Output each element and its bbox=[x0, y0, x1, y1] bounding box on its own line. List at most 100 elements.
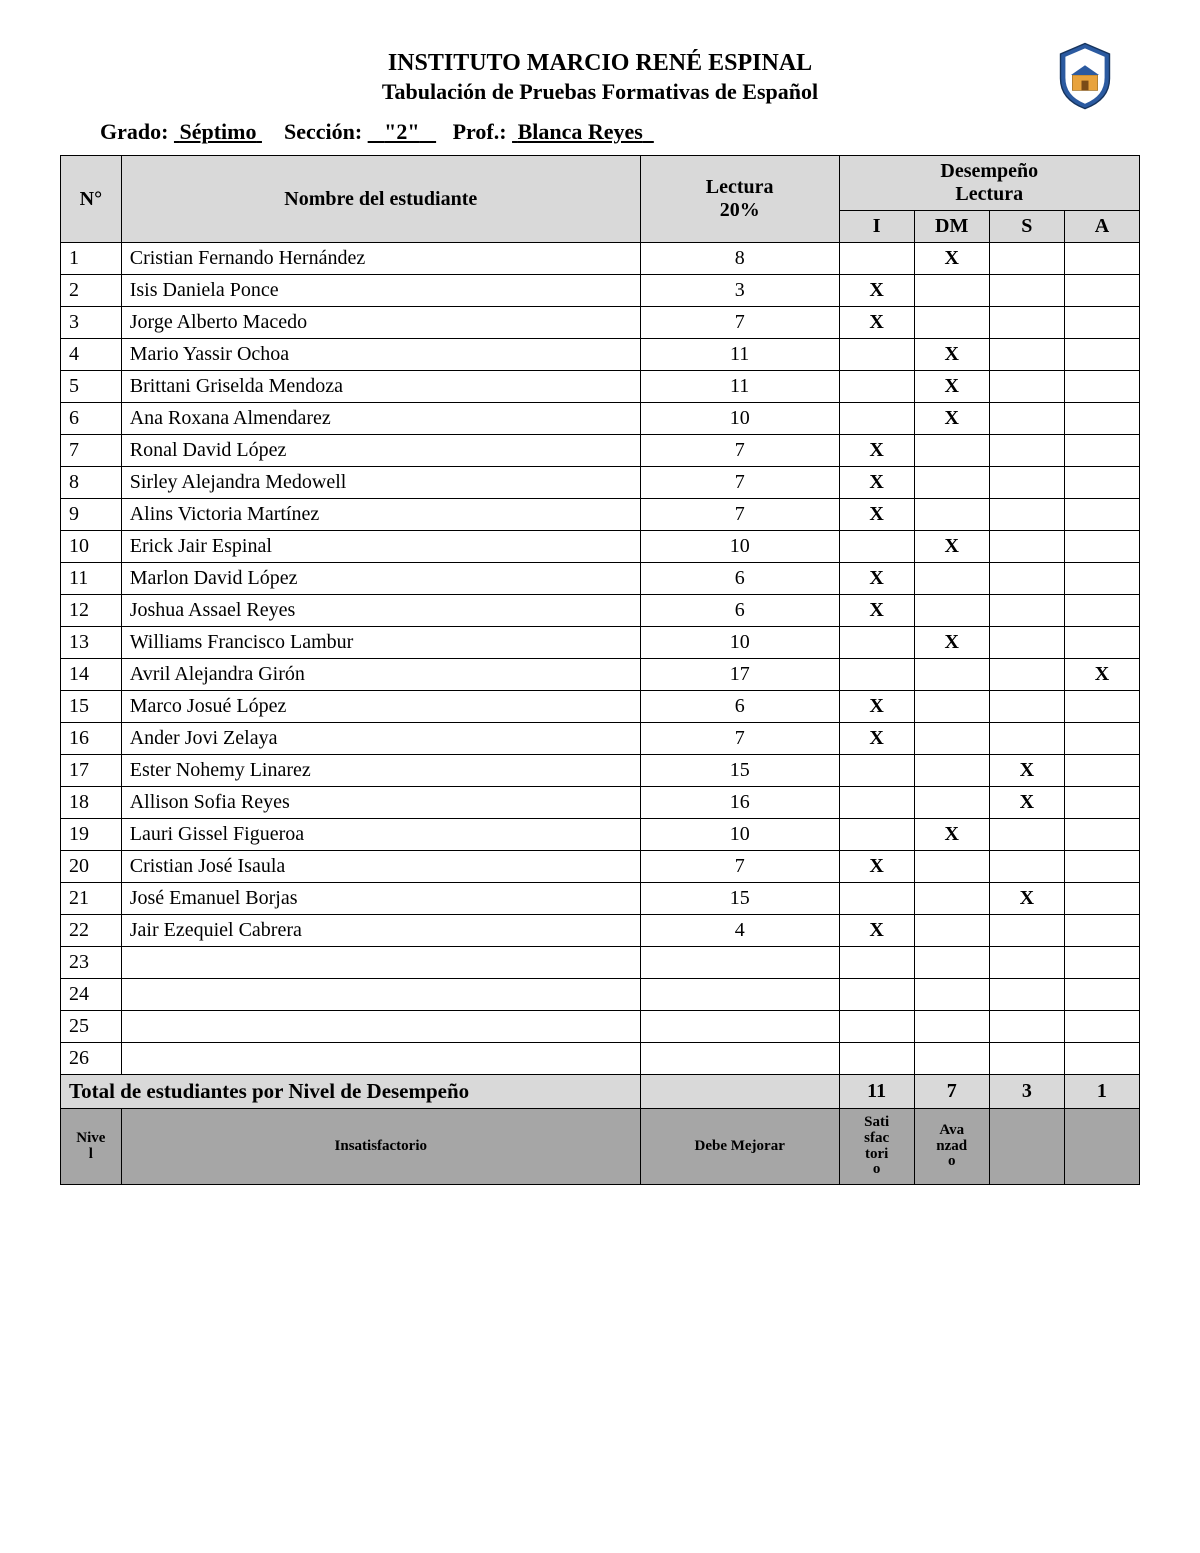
cell-s bbox=[989, 723, 1064, 755]
table-row: 20Cristian José Isaula7X bbox=[61, 851, 1140, 883]
cell-n: 22 bbox=[61, 915, 122, 947]
cell-a bbox=[1064, 307, 1139, 339]
cell-a bbox=[1064, 883, 1139, 915]
cell-lec: 10 bbox=[640, 531, 839, 563]
table-row: 17Ester Nohemy Linarez15X bbox=[61, 755, 1140, 787]
table-row: 26 bbox=[61, 1043, 1140, 1075]
cell-n: 26 bbox=[61, 1043, 122, 1075]
cell-name: Jair Ezequiel Cabrera bbox=[121, 915, 640, 947]
cell-n: 15 bbox=[61, 691, 122, 723]
grade-value: Séptimo bbox=[179, 119, 256, 144]
cell-s bbox=[989, 307, 1064, 339]
table-row: 21José Emanuel Borjas15X bbox=[61, 883, 1140, 915]
cell-i bbox=[839, 947, 914, 979]
cell-a bbox=[1064, 531, 1139, 563]
legend-blank-2 bbox=[1064, 1109, 1139, 1185]
legend-satisfactorio: Satisfactorio bbox=[839, 1109, 914, 1185]
col-header-dm: DM bbox=[914, 211, 989, 243]
cell-name: Sirley Alejandra Medowell bbox=[121, 467, 640, 499]
document-header: INSTITUTO MARCIO RENÉ ESPINAL Tabulación… bbox=[60, 50, 1140, 145]
cell-a bbox=[1064, 339, 1139, 371]
cell-n: 19 bbox=[61, 819, 122, 851]
cell-name: Ander Jovi Zelaya bbox=[121, 723, 640, 755]
cell-a bbox=[1064, 1011, 1139, 1043]
cell-name: Marco Josué López bbox=[121, 691, 640, 723]
cell-s bbox=[989, 275, 1064, 307]
cell-lec: 17 bbox=[640, 659, 839, 691]
cell-a bbox=[1064, 435, 1139, 467]
cell-name bbox=[121, 1043, 640, 1075]
cell-name: Ester Nohemy Linarez bbox=[121, 755, 640, 787]
col-header-n: N° bbox=[61, 156, 122, 243]
cell-i bbox=[839, 1011, 914, 1043]
cell-s bbox=[989, 339, 1064, 371]
legend-blank-1 bbox=[989, 1109, 1064, 1185]
cell-s bbox=[989, 243, 1064, 275]
cell-s bbox=[989, 659, 1064, 691]
cell-a bbox=[1064, 499, 1139, 531]
cell-n: 17 bbox=[61, 755, 122, 787]
table-row: 8Sirley Alejandra Medowell7X bbox=[61, 467, 1140, 499]
cell-lec: 4 bbox=[640, 915, 839, 947]
cell-lec: 16 bbox=[640, 787, 839, 819]
cell-a bbox=[1064, 819, 1139, 851]
cell-s bbox=[989, 563, 1064, 595]
cell-i bbox=[839, 371, 914, 403]
col-header-nombre: Nombre del estudiante bbox=[121, 156, 640, 243]
cell-dm bbox=[914, 435, 989, 467]
cell-i bbox=[839, 819, 914, 851]
cell-lec: 7 bbox=[640, 723, 839, 755]
cell-dm: X bbox=[914, 531, 989, 563]
cell-name: Isis Daniela Ponce bbox=[121, 275, 640, 307]
cell-lec: 7 bbox=[640, 851, 839, 883]
cell-n: 5 bbox=[61, 371, 122, 403]
cell-a bbox=[1064, 723, 1139, 755]
totals-s: 3 bbox=[989, 1075, 1064, 1109]
cell-n: 6 bbox=[61, 403, 122, 435]
cell-lec: 6 bbox=[640, 691, 839, 723]
cell-s bbox=[989, 819, 1064, 851]
table-row: 15Marco Josué López6X bbox=[61, 691, 1140, 723]
cell-name bbox=[121, 947, 640, 979]
cell-i: X bbox=[839, 467, 914, 499]
cell-i: X bbox=[839, 915, 914, 947]
cell-name: Erick Jair Espinal bbox=[121, 531, 640, 563]
cell-a bbox=[1064, 691, 1139, 723]
cell-dm: X bbox=[914, 819, 989, 851]
cell-i bbox=[839, 755, 914, 787]
cell-a bbox=[1064, 851, 1139, 883]
cell-dm bbox=[914, 947, 989, 979]
table-row: 5Brittani Griselda Mendoza11X bbox=[61, 371, 1140, 403]
cell-lec bbox=[640, 1011, 839, 1043]
table-row: 25 bbox=[61, 1011, 1140, 1043]
cell-name: Lauri Gissel Figueroa bbox=[121, 819, 640, 851]
cell-lec: 7 bbox=[640, 499, 839, 531]
cell-i bbox=[839, 659, 914, 691]
cell-dm bbox=[914, 787, 989, 819]
cell-lec: 7 bbox=[640, 435, 839, 467]
cell-dm: X bbox=[914, 403, 989, 435]
table-row: 3Jorge Alberto Macedo7X bbox=[61, 307, 1140, 339]
cell-dm: X bbox=[914, 627, 989, 659]
cell-lec: 7 bbox=[640, 467, 839, 499]
cell-a bbox=[1064, 563, 1139, 595]
school-logo-icon bbox=[1050, 40, 1120, 110]
cell-a bbox=[1064, 243, 1139, 275]
cell-s bbox=[989, 1043, 1064, 1075]
table-row: 12Joshua Assael Reyes6X bbox=[61, 595, 1140, 627]
cell-a bbox=[1064, 979, 1139, 1011]
cell-n: 16 bbox=[61, 723, 122, 755]
cell-i: X bbox=[839, 499, 914, 531]
cell-i: X bbox=[839, 563, 914, 595]
meta-line: Grado: Séptimo Sección: "2" Prof.: Blanc… bbox=[100, 119, 1140, 145]
cell-name: Ana Roxana Almendarez bbox=[121, 403, 640, 435]
cell-n: 11 bbox=[61, 563, 122, 595]
table-row: 4Mario Yassir Ochoa11X bbox=[61, 339, 1140, 371]
cell-dm bbox=[914, 851, 989, 883]
cell-name bbox=[121, 1011, 640, 1043]
totals-i: 11 bbox=[839, 1075, 914, 1109]
cell-name: Avril Alejandra Girón bbox=[121, 659, 640, 691]
table-row: 1Cristian Fernando Hernández8X bbox=[61, 243, 1140, 275]
cell-n: 2 bbox=[61, 275, 122, 307]
cell-n: 12 bbox=[61, 595, 122, 627]
